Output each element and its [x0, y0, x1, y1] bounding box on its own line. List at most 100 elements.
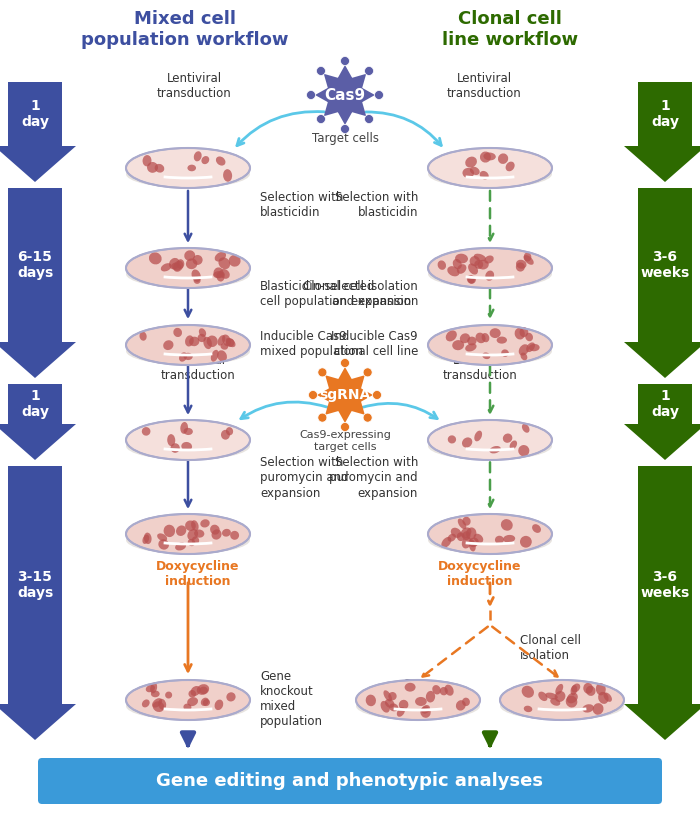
Ellipse shape	[522, 423, 529, 432]
Ellipse shape	[489, 328, 500, 338]
Ellipse shape	[144, 532, 152, 544]
Ellipse shape	[221, 430, 230, 440]
Ellipse shape	[538, 691, 547, 701]
Ellipse shape	[179, 352, 187, 362]
Ellipse shape	[126, 514, 250, 554]
Ellipse shape	[389, 692, 397, 700]
Ellipse shape	[477, 260, 489, 269]
Ellipse shape	[463, 168, 474, 178]
Ellipse shape	[214, 267, 223, 278]
Text: Selection with
blasticidin: Selection with blasticidin	[260, 191, 344, 219]
Ellipse shape	[126, 248, 250, 288]
Circle shape	[318, 413, 327, 422]
Ellipse shape	[225, 338, 235, 347]
Circle shape	[374, 91, 384, 99]
Ellipse shape	[188, 539, 195, 546]
Ellipse shape	[586, 686, 596, 696]
Ellipse shape	[151, 690, 160, 697]
Ellipse shape	[176, 259, 184, 269]
Bar	[8, 82, 62, 146]
Ellipse shape	[582, 704, 594, 713]
Ellipse shape	[181, 442, 192, 450]
Ellipse shape	[415, 697, 427, 706]
Text: Doxycycline
induction: Doxycycline induction	[156, 560, 239, 588]
Text: Inducible Cas9
mixed population: Inducible Cas9 mixed population	[260, 330, 363, 358]
Ellipse shape	[381, 701, 390, 713]
Ellipse shape	[496, 337, 507, 344]
Bar	[8, 188, 62, 342]
Bar	[638, 384, 692, 424]
Ellipse shape	[457, 265, 466, 274]
Ellipse shape	[524, 255, 533, 265]
Ellipse shape	[192, 536, 199, 545]
Polygon shape	[0, 146, 76, 182]
Ellipse shape	[461, 527, 471, 538]
Ellipse shape	[462, 536, 471, 549]
Ellipse shape	[440, 687, 448, 695]
Ellipse shape	[475, 333, 486, 343]
Ellipse shape	[593, 704, 603, 715]
Text: sgRNA: sgRNA	[319, 388, 370, 402]
Ellipse shape	[150, 682, 157, 694]
Ellipse shape	[447, 534, 456, 541]
Ellipse shape	[126, 160, 250, 188]
Ellipse shape	[161, 263, 172, 271]
Ellipse shape	[475, 260, 483, 269]
Ellipse shape	[356, 692, 480, 720]
Polygon shape	[0, 704, 76, 740]
Ellipse shape	[467, 337, 477, 346]
Ellipse shape	[173, 260, 183, 272]
Ellipse shape	[199, 686, 208, 694]
Ellipse shape	[158, 539, 169, 550]
Ellipse shape	[194, 152, 202, 161]
Ellipse shape	[215, 699, 223, 710]
Ellipse shape	[222, 334, 231, 346]
Ellipse shape	[570, 685, 578, 695]
Ellipse shape	[188, 529, 198, 541]
Ellipse shape	[203, 699, 210, 706]
Ellipse shape	[191, 520, 199, 531]
Ellipse shape	[524, 252, 531, 261]
Polygon shape	[624, 704, 700, 740]
Ellipse shape	[470, 167, 480, 175]
Circle shape	[309, 391, 318, 400]
Ellipse shape	[389, 704, 398, 712]
Circle shape	[307, 91, 316, 99]
Ellipse shape	[164, 525, 175, 537]
Ellipse shape	[484, 256, 494, 264]
Ellipse shape	[193, 255, 202, 265]
Text: Clonal cell
isolation: Clonal cell isolation	[520, 634, 581, 662]
Ellipse shape	[153, 701, 164, 712]
Ellipse shape	[428, 514, 552, 554]
Ellipse shape	[480, 152, 491, 163]
Ellipse shape	[126, 432, 250, 460]
Ellipse shape	[469, 539, 476, 551]
Ellipse shape	[467, 275, 475, 283]
Ellipse shape	[550, 698, 560, 706]
Polygon shape	[0, 342, 76, 378]
Ellipse shape	[428, 148, 552, 188]
Ellipse shape	[216, 272, 225, 282]
Ellipse shape	[146, 685, 155, 692]
Text: 1
day: 1 day	[21, 389, 49, 419]
Ellipse shape	[185, 520, 196, 531]
Ellipse shape	[518, 445, 529, 456]
Ellipse shape	[142, 427, 150, 436]
Ellipse shape	[566, 695, 578, 708]
Ellipse shape	[190, 686, 201, 696]
Ellipse shape	[462, 437, 472, 448]
Ellipse shape	[181, 422, 188, 434]
Text: Lentiviral
transduction: Lentiviral transduction	[157, 72, 232, 100]
Ellipse shape	[223, 170, 232, 182]
Ellipse shape	[448, 436, 456, 444]
Ellipse shape	[229, 255, 241, 267]
Ellipse shape	[149, 252, 162, 265]
Ellipse shape	[598, 692, 608, 704]
Ellipse shape	[203, 337, 212, 349]
Ellipse shape	[193, 277, 201, 284]
Text: Clonal cell isolation
and expansion: Clonal cell isolation and expansion	[303, 280, 418, 308]
Polygon shape	[315, 65, 375, 125]
Ellipse shape	[596, 683, 605, 695]
Ellipse shape	[571, 684, 580, 693]
Bar	[638, 82, 692, 146]
